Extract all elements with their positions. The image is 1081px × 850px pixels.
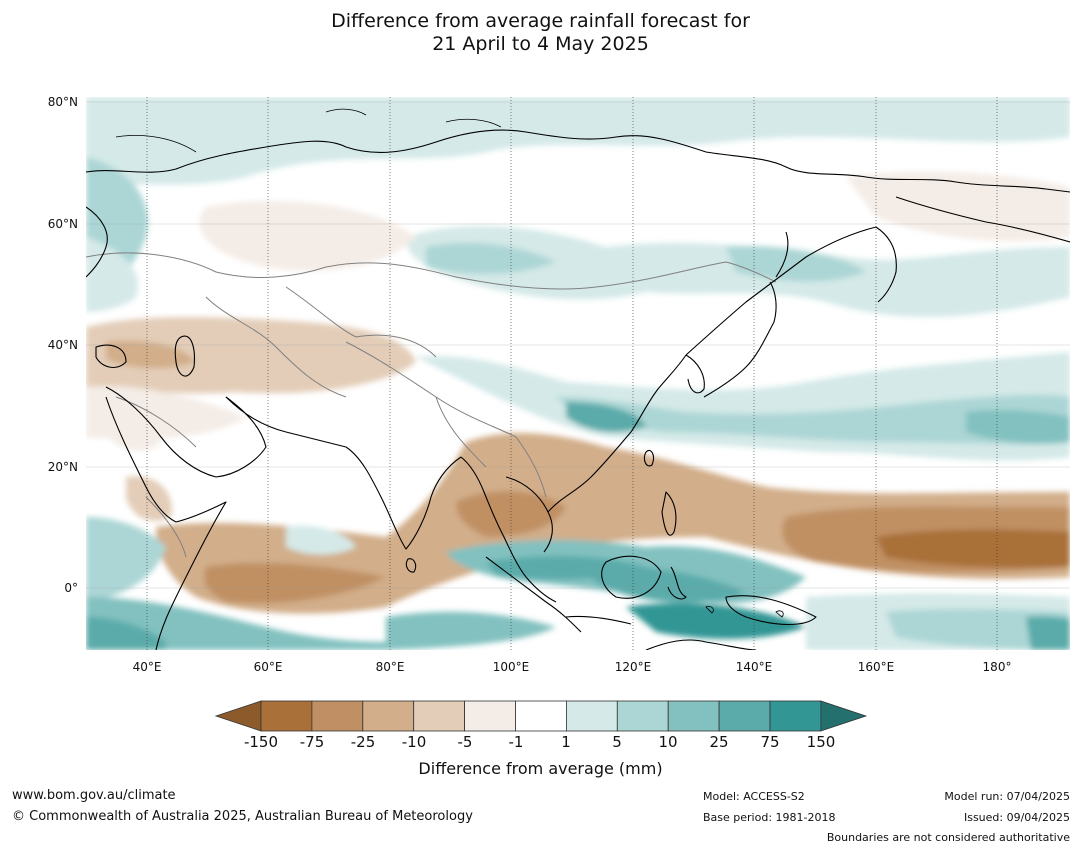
colorbar-tick-label: -150 bbox=[243, 733, 279, 751]
colorbar-tick-label: -5 bbox=[457, 733, 473, 751]
lat-label-20n: 20°N bbox=[47, 460, 78, 474]
lon-label-100e: 100°E bbox=[492, 660, 530, 674]
colorbar-tick-label: -1 bbox=[508, 733, 524, 751]
lon-label-80e: 80°E bbox=[375, 660, 405, 674]
rainfall-anomaly-map bbox=[86, 97, 1070, 650]
colorbar-cell bbox=[565, 700, 618, 732]
lon-label-40e: 40°E bbox=[132, 660, 162, 674]
lon-label-160e: 160°E bbox=[857, 660, 895, 674]
colorbar-tick-label: 75 bbox=[760, 733, 780, 751]
colorbar-cell bbox=[515, 700, 567, 732]
colorbar-extend-high bbox=[820, 700, 868, 732]
lat-label-0: 0° bbox=[64, 581, 78, 595]
model-run-text: Model run: 07/04/2025 bbox=[944, 790, 1070, 803]
base-period-text: Base period: 1981-2018 bbox=[703, 811, 836, 824]
colorbar-cell bbox=[260, 700, 313, 732]
colorbar-tick-label: -75 bbox=[299, 733, 325, 751]
colorbar-cell bbox=[464, 700, 516, 732]
lon-label-120e: 120°E bbox=[614, 660, 652, 674]
lat-label-80n: 80°N bbox=[47, 95, 78, 109]
coastlines bbox=[86, 129, 1070, 650]
colorbar-cell bbox=[311, 700, 364, 732]
map-svg bbox=[86, 97, 1070, 650]
colorbar-cell bbox=[362, 700, 415, 732]
colorbar-tick-label: 10 bbox=[658, 733, 678, 751]
lon-label-60e: 60°E bbox=[253, 660, 283, 674]
copyright-text: © Commonwealth of Australia 2025, Austra… bbox=[12, 809, 473, 824]
gridlines bbox=[86, 97, 1070, 650]
lon-label-180: 180° bbox=[982, 660, 1012, 674]
colorbar-extend-low bbox=[214, 700, 262, 732]
title-line-2: 21 April to 4 May 2025 bbox=[432, 33, 649, 55]
boundaries-disclaimer: Boundaries are not considered authoritat… bbox=[826, 831, 1070, 844]
colorbar-tick-label: -25 bbox=[350, 733, 376, 751]
colorbar-tick-label: 1 bbox=[561, 733, 571, 751]
lon-label-140e: 140°E bbox=[735, 660, 773, 674]
colorbar-cell bbox=[769, 700, 822, 732]
lat-label-60n: 60°N bbox=[47, 217, 78, 231]
country-borders bbox=[86, 252, 777, 558]
colorbar-cell bbox=[667, 700, 720, 732]
title-line-1: Difference from average rainfall forecas… bbox=[331, 10, 750, 32]
anomaly-fields bbox=[86, 97, 1070, 650]
islands bbox=[115, 108, 784, 618]
colorbar-cell bbox=[718, 700, 771, 732]
colorbar-tick-label: 150 bbox=[806, 733, 836, 751]
colorbar-cell bbox=[616, 700, 669, 732]
model-text: Model: ACCESS-S2 bbox=[703, 790, 805, 803]
colorbar bbox=[214, 700, 868, 732]
colorbar-cell bbox=[413, 700, 465, 732]
colorbar-cells bbox=[214, 700, 868, 732]
bom-url-link[interactable]: www.bom.gov.au/climate bbox=[12, 788, 176, 803]
legend-title: Difference from average (mm) bbox=[418, 759, 663, 778]
colorbar-tick-label: 5 bbox=[612, 733, 622, 751]
colorbar-tick-label: 25 bbox=[709, 733, 729, 751]
colorbar-tick-label: -10 bbox=[401, 733, 427, 751]
issued-text: Issued: 09/04/2025 bbox=[963, 811, 1070, 824]
chart-title: Difference from average rainfall forecas… bbox=[0, 10, 1081, 56]
lat-label-40n: 40°N bbox=[47, 338, 78, 352]
